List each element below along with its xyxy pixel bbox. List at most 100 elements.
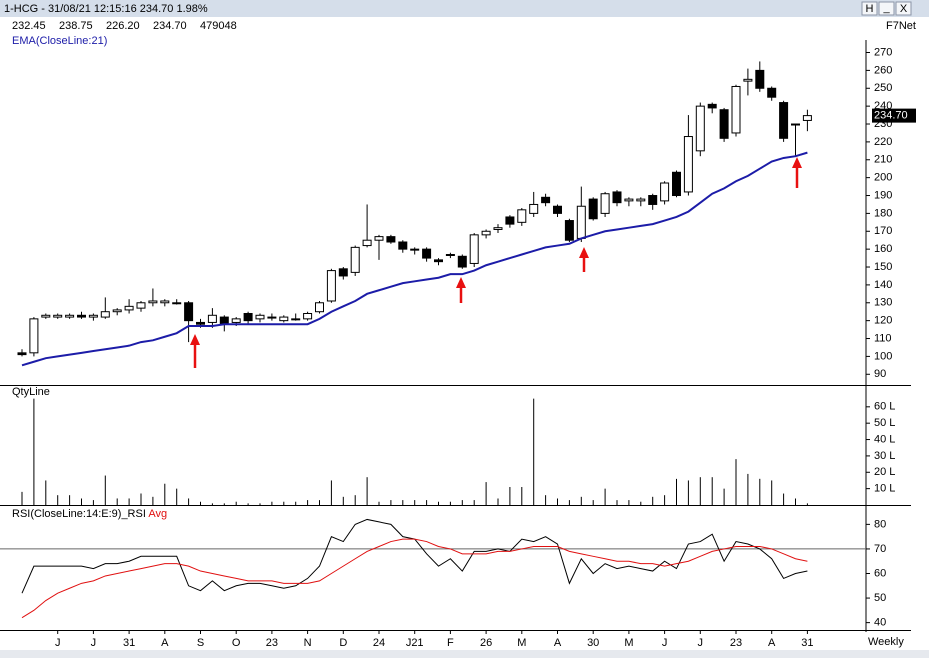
y-tick-label: 190 [874,189,892,201]
last-price-box [872,108,916,123]
y-tick-label: 120 [874,315,892,327]
ema-legend: EMA(CloseLine:21) [12,35,107,47]
candle-body [148,300,158,304]
rsi-legend: RSI(CloseLine:14:E:9)_RSI Avg [12,508,167,520]
button-label[interactable]: X [900,3,908,15]
x-tick-label: A [161,637,169,649]
rsi-legend-main: RSI(CloseLine:14:E:9)_RSI [12,508,146,520]
y-tick-label: 50 L [874,417,895,429]
window-buttons: H _ X [861,1,912,16]
y-tick-label: 20 L [874,466,895,478]
y-tick-label: 230 [874,118,892,130]
x-tick-label: N [304,637,312,649]
candle-body [624,198,634,202]
candle-body [172,302,182,305]
y-tick-label: 70 [874,543,886,555]
y-tick-label: 80 [874,518,886,530]
button[interactable] [878,1,895,16]
x-tick-label: 31 [123,637,135,649]
x-tick-label: F [447,637,454,649]
x-tick-label: J21 [406,637,424,649]
x-tick-label: 31 [801,637,813,649]
line-series [21,538,808,619]
y-tick-label: 220 [874,136,892,148]
candle-body [517,209,527,223]
candle-body [17,352,27,356]
candle-body [695,105,705,152]
x-tick-label: J [662,637,668,649]
y-tick-label: 90 [874,368,886,380]
x-tick-label: A [768,637,776,649]
button[interactable] [895,1,912,16]
candle-body [529,203,539,214]
candle-body [100,311,110,318]
x-tick-label: J [55,637,61,649]
y-tick-label: 150 [874,261,892,273]
candle-body [755,69,765,89]
button[interactable] [861,1,878,16]
candle-body [636,198,646,202]
x-tick-label: 23 [730,637,742,649]
candle-body [660,182,670,202]
candle-body [53,314,63,318]
rsi-legend-avg: Avg [148,508,167,520]
x-tick-label: O [232,637,241,649]
candle-body [136,302,146,309]
volume-title: QtyLine [12,386,50,398]
candle-body [279,316,289,322]
x-tick-label: J [698,637,704,649]
y-tick-label: 130 [874,297,892,309]
candle-body [207,314,217,323]
x-tick-label: M [624,637,633,649]
y-tick-label: 170 [874,225,892,237]
candle-body [505,216,515,225]
arrows [190,157,802,368]
quote-close: 234.70 [153,20,187,32]
candle-body [672,171,681,197]
candle-body [648,195,658,205]
candle-body [315,302,324,313]
button-label[interactable]: H [866,3,874,15]
candle-body [338,268,348,277]
candle-body [231,318,241,323]
candle-body [457,255,467,268]
candle-body [541,196,551,204]
candle-body [743,78,753,82]
quote-volume: 479048 [200,20,237,32]
candle-body [434,259,443,263]
x-tick-label: M [517,637,526,649]
y-tick-label: 100 [874,350,892,362]
timeframe: Weekly [868,636,904,648]
y-tick-label: 160 [874,243,892,255]
candle-body [600,193,610,214]
window-title: 1-HCG - 31/08/21 12:15:16 234.70 1.98% [4,3,208,15]
scrollbar[interactable] [0,650,929,658]
candle-body [362,239,372,247]
candle-body [112,309,122,313]
y-tick-label: 30 L [874,450,895,462]
y-tick-label: 270 [874,46,892,58]
button-label[interactable]: _ [882,2,890,14]
candle-body [196,321,205,325]
y-tick-label: 40 [874,617,886,629]
candle-body [374,236,384,241]
quote-low: 226.20 [106,20,140,32]
x-tick-label: 24 [373,637,385,649]
candle-body [767,87,777,98]
y-tick-label: 10 L [874,483,895,495]
candle-body [493,227,503,230]
candle-body [291,318,301,321]
candle-body [267,316,277,319]
candle-body [445,254,455,257]
x-tick-label: J [91,637,97,649]
candle-body [41,314,51,318]
last-price-label: 234.70 [874,110,908,122]
candle-body [683,136,693,193]
quote-high: 238.75 [59,20,93,32]
candle-body [77,314,86,318]
y-tick-label: 50 [874,592,886,604]
candle-body [791,123,800,126]
candle-body [184,302,194,322]
y-tick-label: 200 [874,172,892,184]
